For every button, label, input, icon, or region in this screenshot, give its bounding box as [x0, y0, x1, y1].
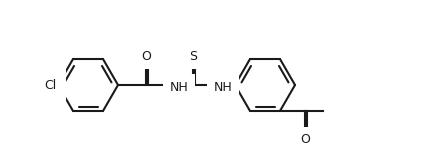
Text: O: O — [141, 50, 151, 62]
Text: NH: NH — [170, 80, 188, 93]
Text: NH: NH — [214, 80, 232, 93]
Text: O: O — [300, 133, 310, 146]
Text: S: S — [189, 50, 197, 62]
Text: Cl: Cl — [44, 78, 56, 91]
